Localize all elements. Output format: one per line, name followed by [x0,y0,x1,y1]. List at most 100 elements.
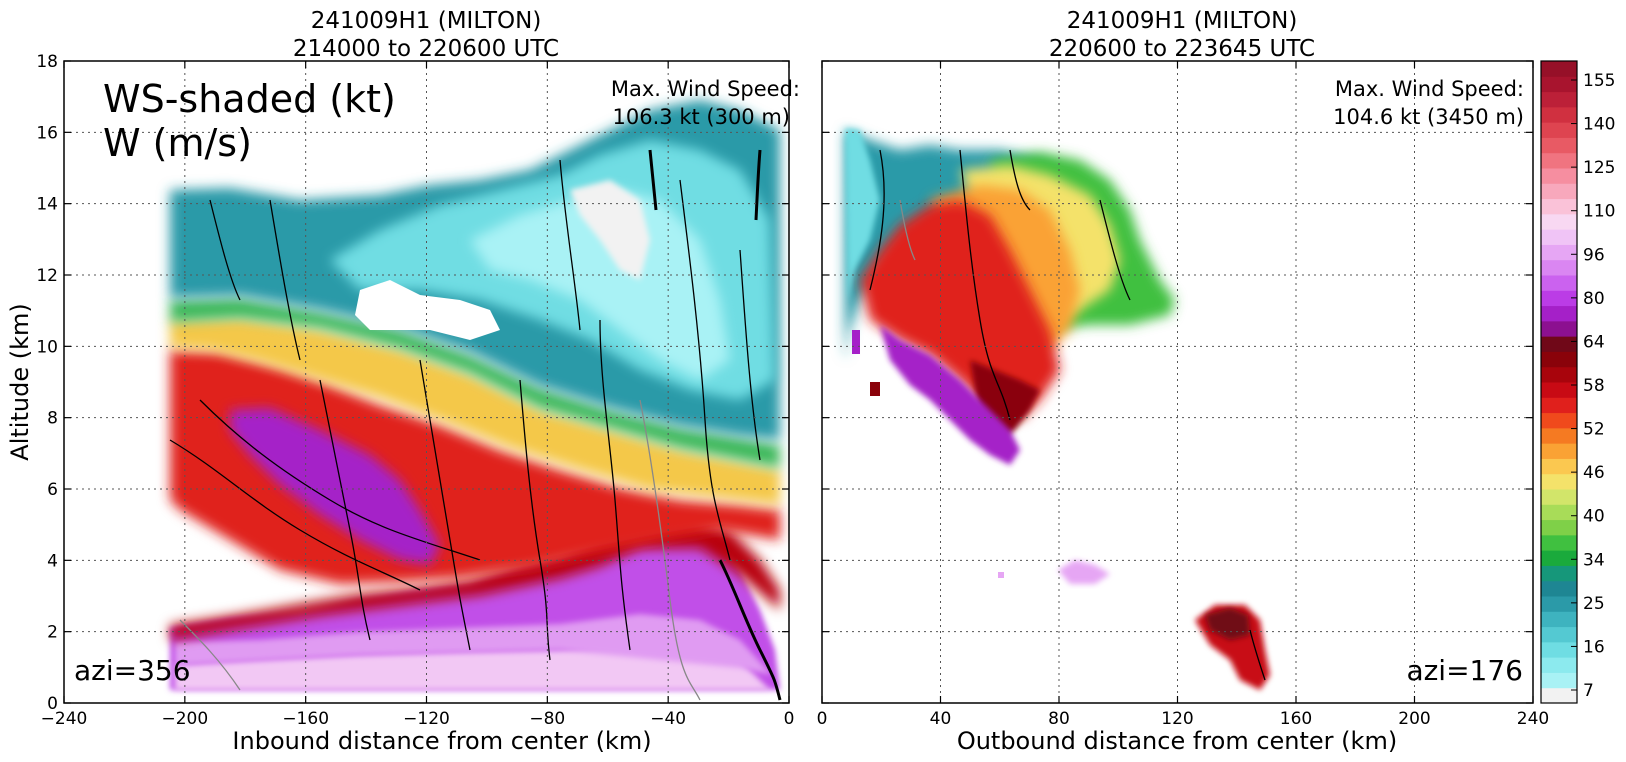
colorbar-cell [1541,91,1577,108]
left-grid [64,61,789,703]
left-contour-11 [739,249,761,461]
left-xtick-label: −120 [403,709,450,729]
colorbar-label: 140 [1583,115,1615,135]
right-contour-3 [1009,149,1031,211]
left-ytick-label: 4 [47,551,58,571]
left-field-pink [175,645,770,690]
left-contour-14 [718,559,782,701]
left-contours [169,149,782,701]
right-xtick-label: 80 [1048,709,1070,729]
left-field-lightpurple [175,614,772,675]
left-ticks: −240 −200 −160 −120 −80 −40 0 0 2 4 6 8 10 12 14 16 18 [36,52,794,729]
left-xtick-label: −200 [161,709,208,729]
right-field-purple [880,325,1020,465]
right-xtick-label: 160 [1280,709,1312,729]
colorbar-cell [1541,320,1577,337]
colorbar-cell [1541,336,1577,352]
left-wind-field [170,100,780,690]
colorbar-cell [1541,76,1577,93]
right-grid [822,61,1533,703]
colorbar-frame [1540,60,1578,704]
colorbar-label: 155 [1583,71,1615,91]
colorbar-cell [1541,275,1577,291]
colorbar-cell [1541,168,1577,184]
left-contour-13 [179,619,241,691]
right-x-axis-label: Outbound distance from center (km) [957,727,1397,755]
colorbar-cell [1541,473,1577,490]
right-field-pink-dot [998,572,1004,578]
right-contour-6 [899,199,916,261]
left-contour-3 [319,379,371,641]
colorbar-label: 46 [1583,463,1605,483]
right-panel: 241009H1 (MILTON) 220600 to 223645 UTC [817,8,1550,755]
left-title-line2: 214000 to 220600 UTC [293,36,559,62]
colorbar-label: 58 [1583,376,1605,396]
colorbar-cell [1541,152,1577,169]
colorbar-label: 64 [1583,332,1605,352]
right-ticks: 0 40 80 120 160 200 240 [817,60,1549,729]
colorbar-label: 40 [1583,507,1605,527]
left-title-line1: 241009H1 (MILTON) [311,8,542,34]
left-ytick-label: 14 [36,195,58,215]
left-y-axis-label: Altitude (km) [6,303,34,460]
colorbar-cell [1541,366,1577,383]
colorbar-cell [1541,397,1577,414]
left-field-gap [355,280,500,340]
colorbar-cells [1541,61,1577,704]
left-contour-6 [599,319,631,651]
colorbar-cell [1541,580,1577,597]
left-field-midlevel [170,350,780,584]
left-ytick-label: 10 [36,337,58,357]
left-legend-line2: W (m/s) [103,121,252,165]
left-contour-5 [519,379,551,661]
colorbar-cell [1541,412,1577,429]
left-contour-7 [679,179,731,561]
colorbar-cell [1541,596,1577,612]
left-contour-10 [269,199,301,361]
right-field-speck-2 [852,330,860,354]
left-contour-15 [648,149,658,211]
left-contour-16 [754,149,762,221]
right-annotation-line1: Max. Wind Speed: [1335,77,1524,101]
colorbar-cell [1541,641,1577,658]
right-xtick-label: 0 [817,709,828,729]
left-contour-8 [559,159,581,331]
colorbar-cell [1541,657,1577,673]
right-xtick-label: 120 [1161,709,1193,729]
colorbar-cell [1541,183,1577,200]
right-xtick-label: 200 [1398,709,1430,729]
colorbar-cell [1541,611,1577,628]
colorbar-label: 16 [1583,637,1605,657]
colorbar-cell [1541,672,1577,689]
left-panel: 241009H1 (MILTON) 214000 to 220600 UTC [6,8,800,755]
colorbar-cell [1541,458,1577,475]
colorbar-cell [1541,305,1577,322]
left-xtick-label: −40 [650,709,686,729]
right-contour-5 [1249,629,1266,681]
colorbar-cell [1541,427,1577,444]
right-wind-field [845,128,1270,690]
colorbar-label: 25 [1583,594,1605,614]
colorbar-label: 96 [1583,245,1605,265]
left-ytick-label: 2 [47,623,58,643]
left-field-purple-core [230,408,440,565]
colorbar-cell [1541,519,1577,536]
colorbar-cell [1541,550,1577,566]
colorbar-label: 34 [1583,550,1605,570]
colorbar-cell [1541,137,1577,154]
left-field-upper-light [470,190,730,380]
left-ytick-label: 16 [36,123,58,143]
right-annotation-line2: 104.6 kt (3450 m) [1333,105,1524,129]
colorbar-cell [1541,534,1577,551]
colorbar-cell [1541,106,1577,123]
left-xtick-label: 0 [784,709,795,729]
colorbar-label: 7 [1583,681,1594,701]
left-x-axis-label: Inbound distance from center (km) [232,727,651,755]
right-azimuth-label: azi=176 [1406,654,1523,687]
left-annotation-line1: Max. Wind Speed: [611,77,800,101]
colorbar-cell [1541,244,1577,261]
left-field-yellow [170,318,780,505]
colorbar-cell [1541,198,1577,215]
colorbar-cell [1541,626,1577,643]
